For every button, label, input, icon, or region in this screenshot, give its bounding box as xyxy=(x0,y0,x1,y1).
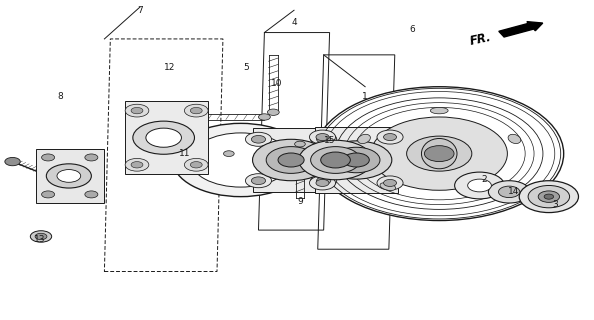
Text: 2: 2 xyxy=(481,175,486,184)
Ellipse shape xyxy=(430,108,448,114)
Circle shape xyxy=(125,158,149,171)
Circle shape xyxy=(133,121,194,154)
Circle shape xyxy=(321,141,392,179)
Polygon shape xyxy=(36,149,105,203)
Circle shape xyxy=(377,176,403,190)
Circle shape xyxy=(343,153,369,167)
Circle shape xyxy=(184,104,208,117)
Circle shape xyxy=(57,170,81,182)
Circle shape xyxy=(172,123,309,197)
Circle shape xyxy=(295,141,305,147)
Ellipse shape xyxy=(358,134,371,144)
Text: FR.: FR. xyxy=(469,30,492,48)
Circle shape xyxy=(371,117,507,190)
Circle shape xyxy=(252,139,330,181)
Text: 9: 9 xyxy=(297,197,303,206)
Polygon shape xyxy=(252,128,330,192)
Circle shape xyxy=(35,233,47,240)
Polygon shape xyxy=(125,101,208,174)
Polygon shape xyxy=(315,126,398,194)
Circle shape xyxy=(30,231,52,242)
Circle shape xyxy=(251,177,266,185)
Circle shape xyxy=(85,154,98,161)
Circle shape xyxy=(528,186,570,208)
Circle shape xyxy=(454,172,504,199)
Circle shape xyxy=(278,153,304,167)
Circle shape xyxy=(407,136,472,171)
Circle shape xyxy=(538,191,560,202)
Text: 6: 6 xyxy=(410,25,415,34)
Circle shape xyxy=(321,152,350,168)
Text: 12: 12 xyxy=(164,63,175,72)
FancyArrow shape xyxy=(499,22,543,37)
Text: 4: 4 xyxy=(291,19,297,28)
Ellipse shape xyxy=(380,183,396,190)
Circle shape xyxy=(245,132,271,146)
Text: 13: 13 xyxy=(33,235,45,244)
Circle shape xyxy=(315,87,564,220)
Circle shape xyxy=(258,114,270,120)
Circle shape xyxy=(146,128,181,147)
Text: 10: 10 xyxy=(270,79,282,88)
Circle shape xyxy=(311,174,337,188)
Circle shape xyxy=(190,133,291,187)
Circle shape xyxy=(190,162,202,168)
Circle shape xyxy=(333,147,380,173)
Circle shape xyxy=(316,180,329,187)
Text: 3: 3 xyxy=(552,200,558,209)
Text: 8: 8 xyxy=(57,92,63,101)
Circle shape xyxy=(519,181,579,212)
Circle shape xyxy=(311,132,337,146)
Text: 5: 5 xyxy=(244,63,249,72)
Circle shape xyxy=(190,108,202,114)
Circle shape xyxy=(309,130,336,144)
Text: 15: 15 xyxy=(324,136,336,145)
Circle shape xyxy=(498,186,520,197)
Circle shape xyxy=(131,162,143,168)
Ellipse shape xyxy=(422,139,457,169)
Text: 11: 11 xyxy=(179,149,190,158)
Circle shape xyxy=(384,180,397,187)
Circle shape xyxy=(245,174,271,188)
Circle shape xyxy=(317,177,331,185)
Text: 14: 14 xyxy=(508,188,519,196)
Circle shape xyxy=(5,157,20,166)
Circle shape xyxy=(125,104,149,117)
Circle shape xyxy=(85,191,98,198)
Text: 7: 7 xyxy=(137,6,143,15)
Ellipse shape xyxy=(471,187,488,195)
Circle shape xyxy=(424,146,454,162)
Circle shape xyxy=(488,181,530,203)
Circle shape xyxy=(223,151,234,156)
Circle shape xyxy=(251,135,266,143)
Circle shape xyxy=(131,108,143,114)
Circle shape xyxy=(299,140,372,180)
Circle shape xyxy=(316,133,329,140)
Circle shape xyxy=(184,158,208,171)
Circle shape xyxy=(317,135,331,143)
Circle shape xyxy=(42,154,55,161)
Circle shape xyxy=(42,191,55,198)
Circle shape xyxy=(377,130,403,144)
Circle shape xyxy=(467,179,491,192)
Ellipse shape xyxy=(508,134,521,144)
Circle shape xyxy=(544,194,554,199)
Text: 1: 1 xyxy=(362,92,368,101)
Circle shape xyxy=(309,176,336,190)
Circle shape xyxy=(46,164,91,188)
Circle shape xyxy=(384,133,397,140)
Circle shape xyxy=(311,147,361,173)
Circle shape xyxy=(266,147,316,173)
Circle shape xyxy=(267,109,279,116)
